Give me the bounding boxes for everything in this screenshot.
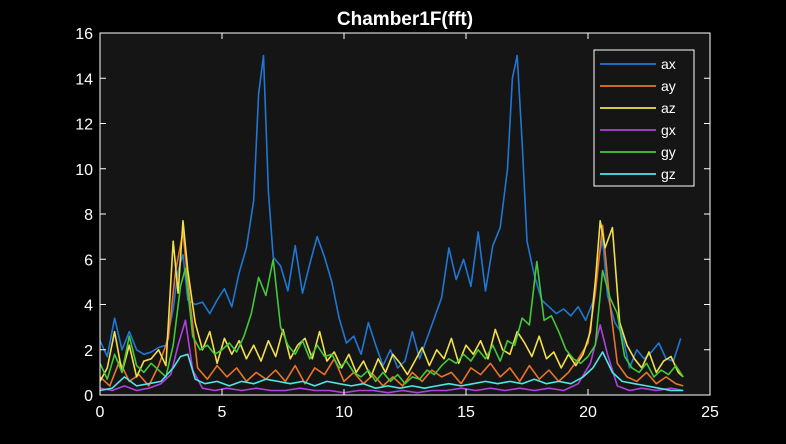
- y-tick-label: 10: [75, 162, 93, 179]
- legend-label-gx: gx: [661, 122, 676, 138]
- y-tick-label: 16: [75, 26, 93, 43]
- legend-label-gy: gy: [661, 144, 676, 160]
- y-tick-label: 4: [84, 298, 93, 315]
- y-tick-label: 0: [84, 388, 93, 405]
- legend-label-ax: ax: [661, 56, 676, 72]
- legend-label-az: az: [661, 100, 676, 116]
- legend-label-ay: ay: [661, 78, 676, 94]
- series-line-az: [99, 220, 684, 382]
- axes-layer: 0 5 10 15 20 25 0 2 4 6 8 10 12 14 16: [75, 26, 719, 421]
- x-tick-label: 10: [335, 404, 353, 421]
- x-tick-label: 0: [96, 404, 105, 421]
- y-tick-label: 2: [84, 343, 93, 360]
- x-tick-label: 15: [457, 404, 475, 421]
- y-tick-label: 6: [84, 252, 93, 269]
- series-layer: [99, 54, 684, 394]
- series-line-gy: [99, 258, 684, 385]
- legend: ax ay az gx gy gz: [593, 49, 695, 187]
- series-line-ax: [99, 54, 682, 369]
- x-tick-label: 25: [701, 404, 719, 421]
- legend-label-gz: gz: [661, 166, 676, 182]
- x-tick-label: 20: [579, 404, 597, 421]
- y-tick-label: 12: [75, 117, 93, 134]
- chart-title: Chamber1F(fft): [337, 9, 473, 30]
- y-tick-label: 8: [84, 207, 93, 224]
- x-tick-label: 5: [218, 404, 227, 421]
- series-line-gz: [99, 351, 684, 392]
- legend-box: [593, 49, 695, 187]
- y-tick-label: 14: [75, 71, 93, 88]
